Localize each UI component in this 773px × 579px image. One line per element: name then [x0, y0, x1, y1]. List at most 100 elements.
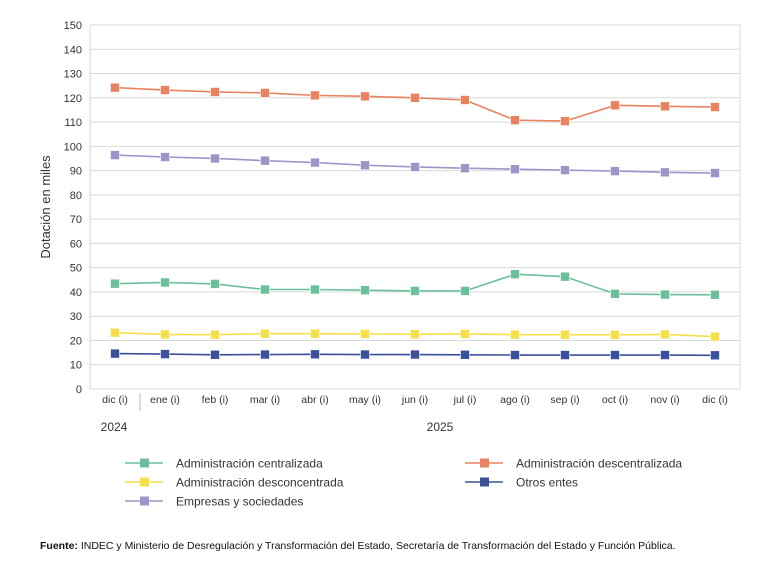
- data-point: [510, 350, 520, 360]
- data-point: [160, 277, 170, 288]
- y-tick-label: 60: [70, 238, 82, 250]
- data-point: [710, 290, 720, 300]
- y-axis-label: Dotación en miles: [38, 155, 53, 259]
- source-note: Fuente: INDEC y Ministerio de Desregulac…: [40, 540, 676, 552]
- data-point: [360, 329, 370, 339]
- data-point: [610, 166, 620, 176]
- data-point: [660, 101, 670, 112]
- y-tick-label: 140: [64, 44, 82, 56]
- year-label: 2025: [427, 420, 454, 434]
- data-point: [510, 164, 520, 174]
- data-point: [210, 87, 220, 97]
- data-point: [110, 327, 120, 338]
- data-point: [710, 102, 720, 112]
- data-point: [360, 285, 370, 296]
- legend-label: Administración centralizada: [176, 457, 323, 471]
- data-point: [260, 88, 270, 98]
- data-point: [560, 165, 570, 175]
- legend-label: Administración desconcentrada: [176, 476, 344, 490]
- y-tick-label: 150: [64, 20, 82, 32]
- data-point: [310, 157, 320, 168]
- year-label: 2024: [101, 420, 128, 434]
- data-point: [310, 284, 320, 295]
- data-point: [560, 350, 570, 360]
- y-tick-label: 0: [76, 384, 82, 396]
- data-point: [460, 163, 470, 173]
- data-point: [360, 91, 370, 102]
- legend-marker: [140, 477, 149, 487]
- data-point: [510, 115, 520, 125]
- x-tick-label: jul (i): [453, 394, 477, 406]
- line-chart: 0 10 20 30 40 50 60 70 80 90 100 110 120 130 140 150 Dot…: [38, 20, 741, 509]
- data-point: [460, 95, 470, 105]
- y-tick-label: 10: [70, 360, 82, 372]
- legend-marker: [480, 458, 489, 468]
- x-tick-label: sep (i): [550, 394, 579, 406]
- data-point: [110, 348, 120, 359]
- data-point: [410, 162, 420, 172]
- data-point: [460, 349, 470, 360]
- data-point: [660, 289, 670, 300]
- source-text: INDEC y Ministerio de Desregulación y Tr…: [77, 540, 676, 552]
- y-tick-label: 110: [64, 117, 82, 129]
- data-point: [360, 349, 370, 360]
- data-point: [560, 271, 570, 282]
- legend-marker: [140, 458, 149, 468]
- data-point: [510, 329, 520, 340]
- y-tick-label: 90: [70, 166, 82, 178]
- x-tick-label: ago (i): [500, 394, 530, 406]
- x-tick-label: dic (i): [102, 394, 128, 406]
- data-point: [160, 85, 170, 95]
- data-point: [310, 349, 320, 360]
- x-tick-label: mar (i): [250, 394, 280, 406]
- data-point: [210, 349, 220, 360]
- x-tick-label: oct (i): [602, 394, 628, 406]
- y-tick-label: 120: [64, 93, 82, 105]
- y-tick-label: 50: [70, 263, 82, 275]
- data-point: [710, 350, 720, 361]
- data-point: [160, 349, 170, 359]
- y-tick-label: 40: [70, 287, 82, 299]
- legend-label: Otros entes: [516, 476, 578, 490]
- data-point: [310, 90, 320, 101]
- y-tick-label: 130: [64, 69, 82, 81]
- y-tick-label: 100: [64, 141, 82, 153]
- data-point: [260, 349, 270, 360]
- data-point: [410, 286, 420, 296]
- data-point: [260, 284, 270, 295]
- data-point: [410, 329, 420, 339]
- data-point: [310, 328, 320, 339]
- data-point: [110, 278, 120, 289]
- data-point: [410, 349, 420, 360]
- data-point: [210, 153, 220, 164]
- y-tick-label: 30: [70, 311, 82, 323]
- data-point: [610, 289, 620, 299]
- data-point: [710, 331, 720, 342]
- data-point: [460, 329, 470, 339]
- y-tick-label: 20: [70, 335, 82, 347]
- data-point: [660, 350, 670, 360]
- data-point: [610, 330, 620, 340]
- data-point: [210, 279, 220, 289]
- y-tick-label: 70: [70, 214, 82, 226]
- x-tick-label: jun (i): [401, 394, 428, 406]
- data-point: [560, 329, 570, 340]
- data-point: [160, 329, 170, 340]
- data-point: [510, 269, 520, 280]
- series-line: [114, 86, 716, 122]
- data-point: [710, 168, 720, 178]
- data-point: [260, 155, 270, 166]
- x-tick-label: abr (i): [301, 394, 328, 406]
- legend-label: Empresas y sociedades: [176, 495, 303, 509]
- data-point: [110, 150, 120, 160]
- x-tick-label: feb (i): [202, 394, 229, 406]
- x-tick-label: ene (i): [150, 394, 180, 406]
- x-tick-label: may (i): [349, 394, 381, 406]
- data-point: [610, 100, 620, 111]
- data-point: [410, 93, 420, 103]
- data-point: [260, 328, 270, 339]
- legend-label: Administración descentralizada: [516, 457, 682, 471]
- data-point: [660, 329, 670, 340]
- source-label: Fuente:: [40, 540, 78, 552]
